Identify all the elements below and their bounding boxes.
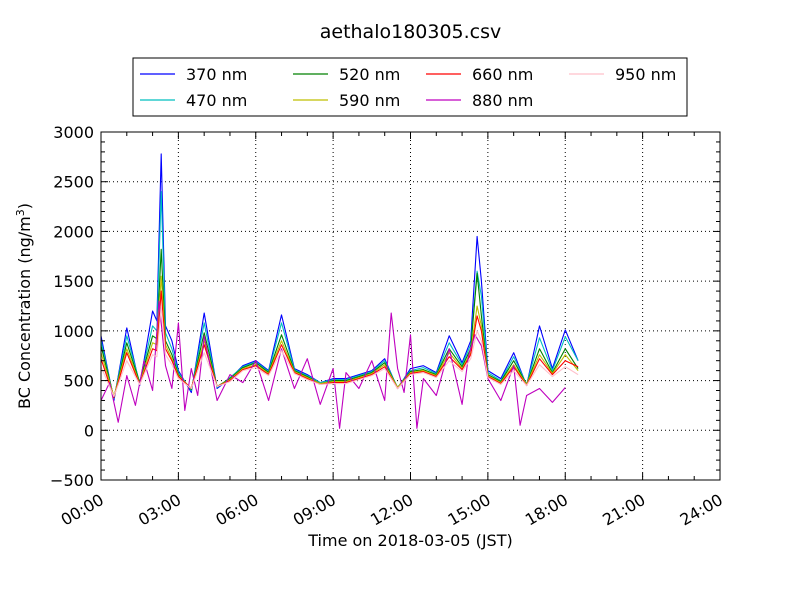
axis-ticks: [100, 131, 721, 481]
x-axis-title: Time on 2018-03-05 (JST): [307, 531, 512, 550]
y-tick-label: −500: [50, 471, 94, 490]
legend-box: [132, 57, 688, 117]
legend-label-520-nm: 520 nm: [339, 65, 400, 84]
legend-label-660-nm: 660 nm: [472, 65, 533, 84]
y-axis-title-main: BC Concentration (ng/m: [15, 216, 34, 409]
y-tick-label: 1500: [53, 272, 94, 291]
series-line-880-nm: [100, 300, 566, 429]
legend-label-470-nm: 470 nm: [186, 91, 247, 110]
y-axis-title-superscript: 3: [14, 209, 27, 216]
legend-label-950-nm: 950 nm: [615, 65, 676, 84]
legend-label-370-nm: 370 nm: [186, 65, 247, 84]
y-tick-label: 2500: [53, 173, 94, 192]
y-tick-labels: 3000 2500 2000 1500 1000 500 0 −500: [50, 123, 94, 490]
legend-label-590-nm: 590 nm: [339, 91, 400, 110]
chart-title: aethalo180305.csv: [320, 21, 502, 43]
y-tick-label: 500: [63, 372, 94, 391]
y-axis-title: BC Concentration (ng/m3): [14, 203, 34, 409]
plot-lines: [100, 153, 579, 429]
legend: 370 nm 470 nm 520 nm 590 nm 660 nm 880 nm 950 …: [132, 57, 688, 117]
y-tick-label: 3000: [53, 123, 94, 142]
y-tick-label: 1000: [53, 322, 94, 341]
legend-label-880-nm: 880 nm: [472, 91, 533, 110]
y-tick-label: 0: [84, 421, 94, 440]
y-tick-label: 2000: [53, 222, 94, 241]
y-axis-title-end: ): [15, 203, 34, 209]
series-line-950-nm: [100, 305, 579, 398]
